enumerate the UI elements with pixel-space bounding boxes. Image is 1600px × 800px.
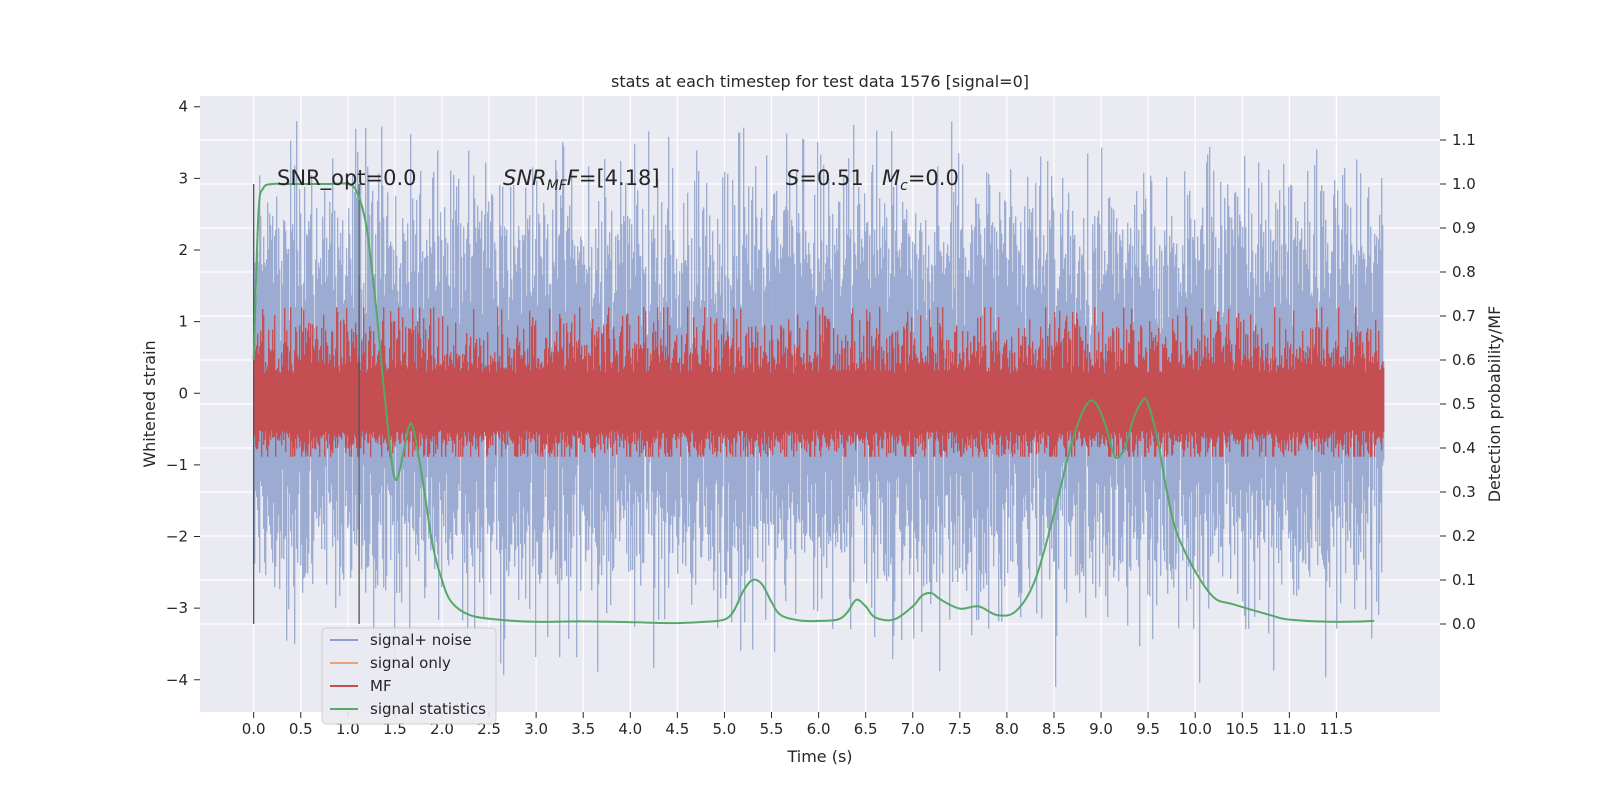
y2-tick-label-3: 0.3 — [1452, 483, 1476, 501]
chart-title: stats at each timestep for test data 157… — [611, 72, 1029, 91]
signal-statistics-series — [252, 182, 1375, 625]
snr-opt-annotation: SNR_opt=0.0 — [277, 166, 417, 191]
y-axis-label: Whitened strain — [140, 340, 159, 467]
x-axis-ticks: 0.0 0.5 1.0 1.5 2.0 2.5 3.0 3.5 4.0 4.5 5.0 5.5 6.0 6… — [242, 712, 1353, 738]
x-tick-label-8: 4.0 — [618, 720, 642, 738]
y-tick-label-6: 2 — [178, 241, 188, 259]
x-tick-label-9: 4.5 — [665, 720, 689, 738]
y2-tick-label-5: 0.5 — [1452, 395, 1476, 413]
y2-tick-label-4: 0.4 — [1452, 439, 1476, 457]
x-tick-label-20: 10.0 — [1178, 720, 1211, 738]
y2-tick-label-10: 1.0 — [1452, 175, 1476, 193]
mc-label: M — [882, 166, 900, 190]
snr-mf-label: SNR — [503, 166, 547, 190]
x-tick-label-13: 6.5 — [854, 720, 878, 738]
x-tick-label-10: 5.0 — [713, 720, 737, 738]
x-tick-label-17: 8.5 — [1042, 720, 1066, 738]
x-tick-label-15: 7.5 — [948, 720, 972, 738]
y-tick-label-4: 0 — [178, 384, 188, 402]
snr-mf-sub: MF — [547, 178, 568, 194]
y-tick-label-1: −3 — [166, 599, 188, 617]
legend-label-signal-statistics: signal statistics — [370, 700, 486, 718]
y2-tick-label-6: 0.6 — [1452, 351, 1476, 369]
x-tick-label-19: 9.5 — [1136, 720, 1160, 738]
mc-annotation: Mc=0.0 — [882, 166, 959, 194]
y2-tick-label-1: 0.1 — [1452, 571, 1476, 589]
legend-box — [321, 627, 497, 725]
mc-value: =0.0 — [908, 166, 959, 190]
y-axis-ticks: −4 −3 −2 −1 0 1 2 3 4 — [166, 98, 200, 689]
x-tick-label-1: 0.5 — [289, 720, 313, 738]
y-tick-label-3: −1 — [166, 456, 188, 474]
y-tick-label-8: 4 — [178, 98, 188, 116]
s-label: S — [786, 166, 799, 190]
signal-statistics-line — [252, 182, 1375, 625]
y2-axis-label: Detection probability/MF — [1485, 306, 1504, 503]
y-tick-label-7: 3 — [178, 169, 188, 187]
mc-sub: c — [900, 178, 908, 194]
legend-label-signal-only: signal only — [370, 654, 451, 672]
x-tick-label-7: 3.5 — [571, 720, 595, 738]
x-tick-label-11: 5.5 — [760, 720, 784, 738]
y2-tick-label-7: 0.7 — [1452, 307, 1476, 325]
s-annotation: S=0.51 — [786, 166, 864, 190]
y2-tick-label-0: 0.0 — [1452, 615, 1476, 633]
x-tick-label-14: 7.0 — [901, 720, 925, 738]
snr-mf-value: =[4.18] — [579, 166, 660, 190]
x-tick-label-21: 10.5 — [1226, 720, 1259, 738]
y2-tick-label-11: 1.1 — [1452, 131, 1476, 149]
y-tick-label-2: −2 — [166, 528, 188, 546]
event-markers — [253, 184, 360, 624]
y2-tick-label-2: 0.2 — [1452, 527, 1476, 545]
legend-label-mf: MF — [370, 677, 392, 695]
legend-label-noise: signal+ noise — [370, 631, 472, 649]
y-tick-label-0: −4 — [166, 671, 188, 689]
x-tick-label-6: 3.0 — [524, 720, 548, 738]
y-tick-label-5: 1 — [178, 313, 188, 331]
y2-tick-label-8: 0.8 — [1452, 263, 1476, 281]
legend: signal+ noise signal only MF signal stat… — [321, 627, 497, 725]
x-tick-label-23: 11.5 — [1320, 720, 1353, 738]
snr-mf-annotation: SNRMFF=[4.18] — [503, 166, 660, 194]
s-value: =0.51 — [799, 166, 863, 190]
x-tick-label-0: 0.0 — [242, 720, 266, 738]
x-tick-label-18: 9.0 — [1089, 720, 1113, 738]
x-tick-label-12: 6.0 — [807, 720, 831, 738]
x-axis-label: Time (s) — [786, 747, 852, 766]
y2-tick-label-9: 0.9 — [1452, 219, 1476, 237]
y2-axis-ticks: 0.0 0.1 0.2 0.3 0.4 0.5 0.6 0.7 0.8 0.9 1.0 1.1 — [1440, 131, 1476, 633]
x-tick-label-22: 11.0 — [1273, 720, 1306, 738]
snr-mf-f: F — [567, 166, 580, 190]
x-tick-label-16: 8.0 — [995, 720, 1019, 738]
